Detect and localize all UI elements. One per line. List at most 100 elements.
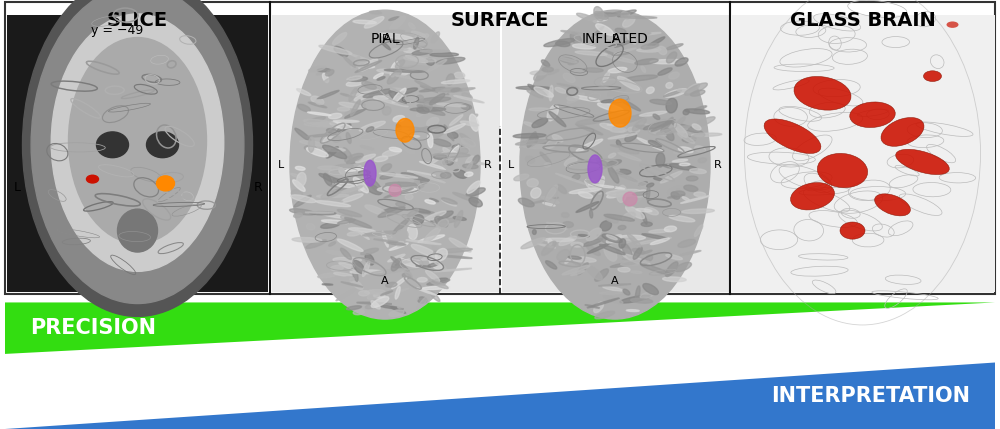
Ellipse shape: [520, 10, 710, 319]
Ellipse shape: [432, 139, 451, 147]
Ellipse shape: [322, 73, 329, 82]
Ellipse shape: [594, 6, 604, 21]
Ellipse shape: [614, 48, 636, 54]
Ellipse shape: [357, 63, 369, 68]
Ellipse shape: [698, 158, 707, 163]
Ellipse shape: [427, 117, 439, 126]
Ellipse shape: [382, 107, 391, 115]
Ellipse shape: [378, 207, 405, 218]
Ellipse shape: [306, 224, 315, 230]
Ellipse shape: [656, 153, 665, 167]
Ellipse shape: [305, 212, 334, 213]
Ellipse shape: [428, 263, 438, 267]
Ellipse shape: [384, 69, 424, 73]
Ellipse shape: [297, 172, 306, 187]
Ellipse shape: [328, 201, 343, 207]
Ellipse shape: [583, 68, 603, 72]
Ellipse shape: [557, 250, 570, 261]
Ellipse shape: [393, 128, 409, 130]
Ellipse shape: [532, 230, 536, 234]
Ellipse shape: [617, 235, 645, 240]
Text: P: P: [612, 34, 618, 44]
Ellipse shape: [604, 245, 617, 261]
Ellipse shape: [427, 279, 450, 285]
Ellipse shape: [430, 198, 438, 202]
Ellipse shape: [608, 133, 637, 139]
Ellipse shape: [345, 218, 372, 228]
Ellipse shape: [317, 194, 349, 197]
Ellipse shape: [431, 32, 440, 43]
Ellipse shape: [425, 200, 435, 204]
Ellipse shape: [336, 289, 356, 301]
Ellipse shape: [156, 176, 175, 191]
Ellipse shape: [600, 221, 612, 231]
Ellipse shape: [368, 178, 382, 193]
Ellipse shape: [585, 305, 599, 308]
Ellipse shape: [403, 66, 433, 70]
Ellipse shape: [436, 88, 462, 92]
Ellipse shape: [349, 88, 357, 101]
Ellipse shape: [409, 44, 428, 54]
Ellipse shape: [380, 41, 390, 50]
Ellipse shape: [351, 56, 360, 68]
Ellipse shape: [578, 235, 589, 237]
Ellipse shape: [840, 222, 865, 239]
Ellipse shape: [621, 260, 649, 266]
Ellipse shape: [577, 263, 588, 275]
Ellipse shape: [389, 243, 408, 251]
Ellipse shape: [392, 266, 403, 269]
Ellipse shape: [661, 118, 673, 132]
Ellipse shape: [404, 47, 423, 52]
Ellipse shape: [606, 216, 618, 223]
Ellipse shape: [354, 228, 369, 239]
Ellipse shape: [308, 112, 331, 116]
Ellipse shape: [427, 210, 438, 223]
Ellipse shape: [326, 147, 338, 158]
Ellipse shape: [462, 93, 472, 100]
Ellipse shape: [649, 230, 669, 233]
Ellipse shape: [311, 96, 324, 105]
Ellipse shape: [339, 263, 369, 273]
Ellipse shape: [516, 140, 547, 145]
Ellipse shape: [467, 181, 480, 193]
Ellipse shape: [393, 48, 408, 51]
Text: y = −49: y = −49: [91, 24, 144, 36]
Ellipse shape: [622, 258, 649, 260]
Ellipse shape: [393, 218, 409, 234]
Ellipse shape: [347, 76, 362, 80]
Ellipse shape: [347, 172, 367, 182]
Ellipse shape: [51, 14, 224, 272]
Text: SURFACE: SURFACE: [451, 11, 549, 30]
Ellipse shape: [357, 302, 392, 305]
Ellipse shape: [616, 169, 631, 175]
Ellipse shape: [605, 30, 624, 42]
Ellipse shape: [331, 182, 368, 187]
Ellipse shape: [415, 81, 432, 89]
Ellipse shape: [369, 11, 381, 14]
Ellipse shape: [321, 222, 340, 228]
Ellipse shape: [607, 124, 624, 126]
Ellipse shape: [564, 157, 577, 166]
Ellipse shape: [448, 132, 458, 139]
Ellipse shape: [633, 77, 649, 79]
Ellipse shape: [618, 10, 636, 17]
Ellipse shape: [620, 295, 650, 303]
Ellipse shape: [365, 254, 374, 265]
Ellipse shape: [534, 87, 553, 97]
Ellipse shape: [619, 239, 626, 248]
Ellipse shape: [379, 99, 408, 107]
Ellipse shape: [637, 138, 663, 151]
Ellipse shape: [402, 273, 411, 278]
Ellipse shape: [118, 209, 158, 252]
Ellipse shape: [620, 99, 641, 111]
Ellipse shape: [304, 123, 342, 127]
Ellipse shape: [527, 132, 536, 148]
Ellipse shape: [343, 148, 352, 159]
Ellipse shape: [695, 146, 705, 152]
Ellipse shape: [646, 87, 654, 94]
Ellipse shape: [290, 10, 480, 319]
Ellipse shape: [405, 194, 413, 200]
Ellipse shape: [395, 257, 423, 265]
Ellipse shape: [612, 11, 622, 15]
Ellipse shape: [555, 88, 566, 93]
